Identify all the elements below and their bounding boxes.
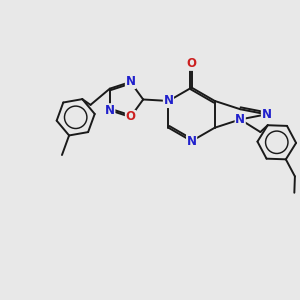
Text: O: O: [125, 110, 135, 124]
Text: N: N: [235, 113, 245, 126]
Text: N: N: [125, 75, 135, 88]
Text: N: N: [164, 94, 173, 107]
Text: N: N: [262, 108, 272, 121]
Text: N: N: [105, 104, 115, 117]
Text: O: O: [187, 57, 196, 70]
Text: N: N: [187, 135, 196, 148]
